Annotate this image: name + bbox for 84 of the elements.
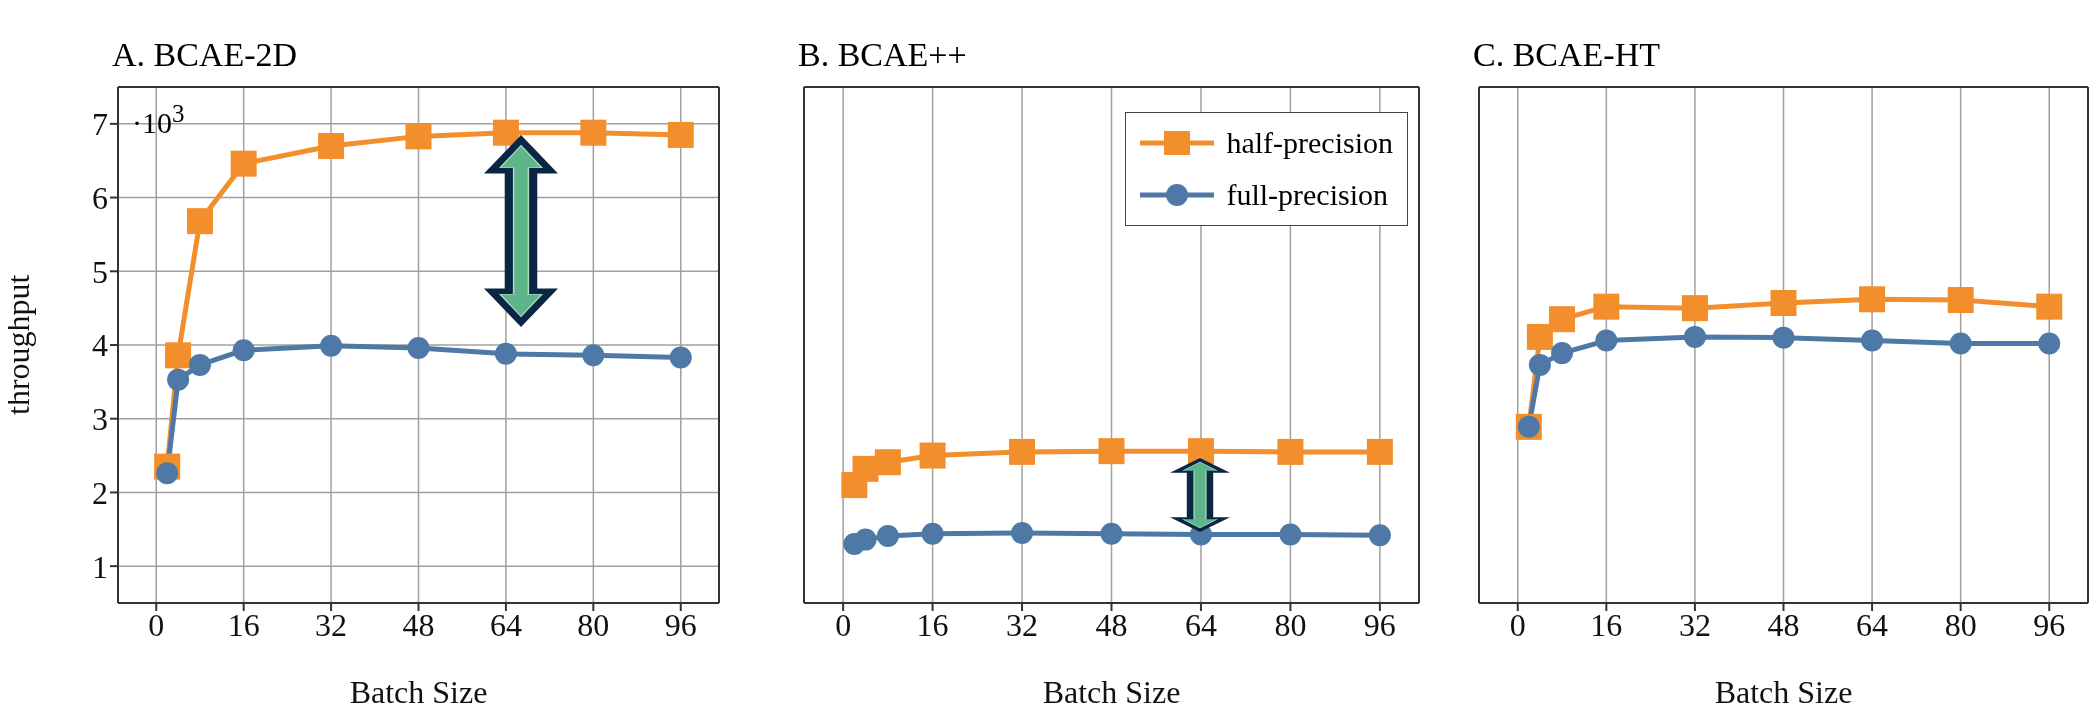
point bbox=[407, 336, 430, 359]
x-axis-title: Batch Size bbox=[1042, 674, 1181, 710]
legend-label: half-precision bbox=[1226, 125, 1393, 161]
point bbox=[1947, 287, 1974, 314]
point bbox=[921, 522, 944, 545]
y-tick-label: 2 bbox=[92, 474, 108, 511]
point bbox=[874, 449, 901, 476]
y-tick-label: 6 bbox=[92, 179, 108, 216]
point bbox=[1770, 289, 1797, 316]
point bbox=[230, 150, 257, 177]
x-tick-label: 48 bbox=[402, 606, 435, 643]
x-tick-label: 16 bbox=[227, 606, 260, 643]
point bbox=[320, 334, 343, 357]
x-tick-label: 32 bbox=[1006, 606, 1039, 643]
point bbox=[582, 344, 605, 367]
point bbox=[1772, 326, 1795, 349]
point bbox=[669, 346, 692, 369]
annotation: ·10$^{3}$ bbox=[132, 100, 185, 140]
x-tick-label: 96 bbox=[664, 606, 697, 643]
point bbox=[1681, 295, 1708, 322]
point bbox=[1595, 329, 1618, 352]
point bbox=[854, 528, 877, 551]
point bbox=[494, 342, 517, 365]
point bbox=[876, 524, 899, 547]
point bbox=[1100, 522, 1123, 545]
point bbox=[186, 208, 213, 235]
chart-title: B. BCAE++ bbox=[798, 36, 967, 74]
point bbox=[1368, 524, 1391, 547]
x-tick-label: 16 bbox=[1590, 606, 1623, 643]
point bbox=[2036, 293, 2063, 320]
y-tick-label: 1 bbox=[92, 548, 108, 585]
x-tick-label: 96 bbox=[1363, 606, 1396, 643]
point bbox=[1949, 332, 1972, 355]
point bbox=[1277, 438, 1304, 465]
point bbox=[1551, 342, 1574, 365]
point bbox=[492, 119, 519, 146]
point bbox=[1528, 353, 1551, 376]
x-tick-label: 0 bbox=[1509, 606, 1526, 643]
x-tick-label: 64 bbox=[489, 606, 522, 643]
chart-title: C. BCAE-HT bbox=[1473, 36, 1660, 74]
point bbox=[1859, 286, 1886, 313]
x-tick-label: 0 bbox=[148, 606, 165, 643]
x-tick-label: 48 bbox=[1095, 606, 1128, 643]
point bbox=[156, 462, 179, 485]
point bbox=[2038, 332, 2061, 355]
x-tick-label: 64 bbox=[1856, 606, 1889, 643]
legend-label: full-precision bbox=[1226, 177, 1389, 213]
point bbox=[167, 368, 190, 391]
x-tick-label: 80 bbox=[1944, 606, 1977, 643]
point bbox=[1098, 438, 1125, 465]
chart-title: A. BCAE-2D bbox=[112, 36, 298, 74]
x-axis-title: Batch Size bbox=[349, 674, 488, 710]
x-tick-label: 0 bbox=[835, 606, 852, 643]
x-tick-label: 48 bbox=[1767, 606, 1800, 643]
x-axis-title: Batch Size bbox=[1714, 674, 1853, 710]
x-tick-label: 16 bbox=[916, 606, 949, 643]
point bbox=[165, 342, 192, 369]
x-tick-label: 80 bbox=[577, 606, 610, 643]
x-tick-label: 32 bbox=[1678, 606, 1711, 643]
y-tick-label: 5 bbox=[92, 253, 108, 290]
point bbox=[1279, 523, 1302, 546]
point bbox=[1593, 293, 1620, 320]
point bbox=[1683, 325, 1706, 348]
point bbox=[188, 353, 211, 376]
point bbox=[1011, 521, 1034, 544]
x-tick-label: 64 bbox=[1184, 606, 1217, 643]
point bbox=[405, 123, 432, 150]
point bbox=[232, 339, 255, 362]
point bbox=[1549, 306, 1576, 333]
x-tick-label: 96 bbox=[2033, 606, 2066, 643]
point bbox=[1526, 323, 1553, 350]
y-tick-label: 3 bbox=[92, 401, 108, 438]
y-tick-label: 7 bbox=[92, 106, 108, 143]
point bbox=[1861, 329, 1884, 352]
y-axis-title: throughput bbox=[0, 274, 37, 415]
point bbox=[919, 442, 946, 469]
point bbox=[1009, 438, 1036, 465]
point bbox=[667, 121, 694, 148]
point bbox=[1366, 438, 1393, 465]
y-tick-label: 4 bbox=[92, 327, 108, 364]
point bbox=[580, 119, 607, 146]
point bbox=[318, 132, 345, 159]
x-tick-label: 32 bbox=[315, 606, 348, 643]
x-tick-label: 80 bbox=[1274, 606, 1307, 643]
